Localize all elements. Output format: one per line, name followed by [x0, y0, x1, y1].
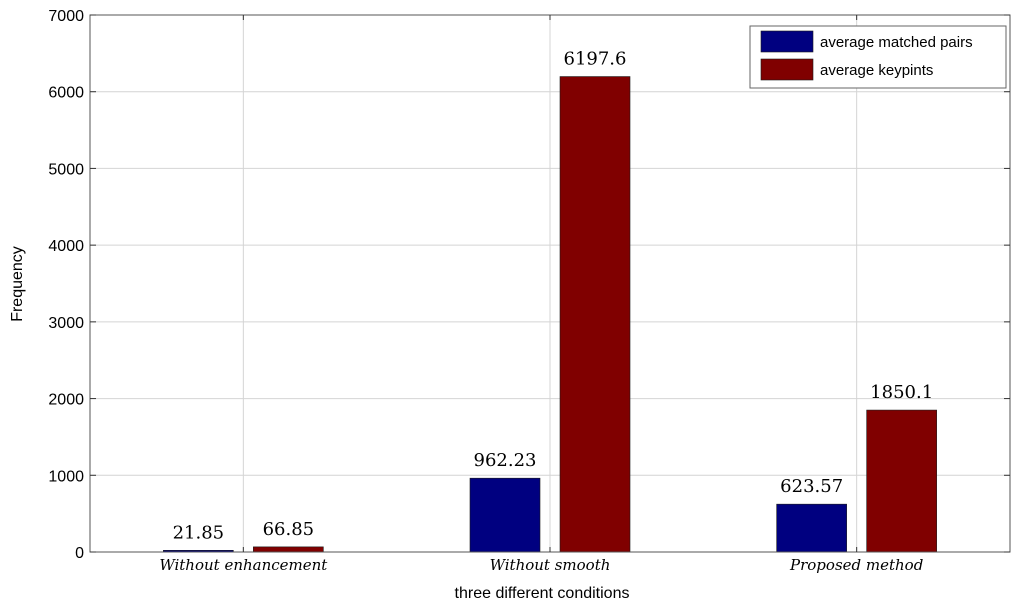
y-tick-label: 6000 — [48, 85, 84, 102]
data-label: 962.23 — [474, 450, 537, 471]
y-tick-label: 1000 — [48, 468, 84, 485]
x-tick-label: Without enhancement — [159, 556, 328, 574]
bars — [163, 76, 937, 553]
data-label: 1850.1 — [870, 382, 933, 403]
data-label: 21.85 — [173, 522, 225, 543]
y-tick-label: 7000 — [48, 8, 84, 25]
data-labels: 21.85 962.23 623.57 66.85 6197.6 1850.1 — [173, 49, 934, 544]
legend: average matched pairs average keypints — [749, 25, 1007, 89]
bar — [469, 477, 541, 553]
y-tick-label: 5000 — [48, 161, 84, 178]
bar — [866, 409, 937, 553]
y-axis-title: Frequency — [9, 246, 26, 322]
x-axis-title: three different conditions — [455, 585, 630, 602]
legend-swatch — [760, 58, 814, 81]
x-tick-label: Without smooth — [490, 556, 611, 574]
bar — [559, 76, 631, 553]
y-axis-ticks: 0 1000 2000 3000 4000 5000 6000 7000 — [48, 8, 1010, 562]
data-label: 6197.6 — [564, 49, 627, 70]
legend-swatch — [760, 30, 814, 53]
y-tick-label: 2000 — [48, 392, 84, 409]
legend-label: average keypints — [820, 62, 933, 79]
bar — [253, 546, 324, 553]
grid-lines — [90, 15, 1010, 552]
y-tick-label: 3000 — [48, 315, 84, 332]
y-tick-label: 0 — [75, 545, 84, 562]
data-label: 66.85 — [263, 519, 315, 540]
x-tick-label: Proposed method — [789, 556, 923, 574]
data-label: 623.57 — [780, 476, 843, 497]
legend-label: average matched pairs — [820, 34, 973, 51]
x-axis-ticks: Without enhancement Without smooth Propose… — [159, 15, 923, 574]
bar — [776, 503, 847, 553]
y-tick-label: 4000 — [48, 238, 84, 255]
